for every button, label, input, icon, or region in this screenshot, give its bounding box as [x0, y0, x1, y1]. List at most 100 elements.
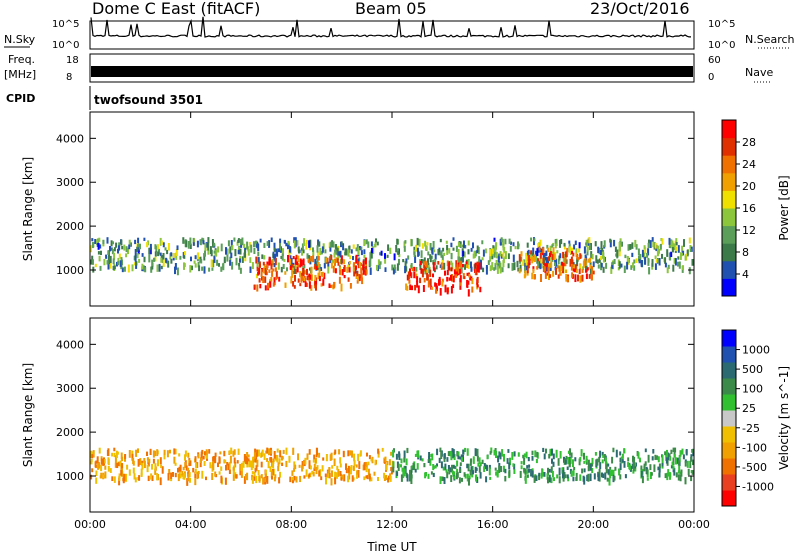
power-cell — [691, 259, 694, 266]
velocity-cell — [392, 463, 395, 469]
velocity-cell — [611, 456, 614, 464]
velocity-cell — [623, 448, 626, 454]
velocity-cell — [160, 464, 163, 469]
power-cell — [455, 267, 458, 272]
velocity-colorbar-tick-label: 25 — [742, 402, 756, 415]
power-cell — [249, 257, 252, 263]
power-cell — [292, 256, 295, 260]
power-cell — [249, 266, 252, 273]
velocity-cell — [643, 465, 646, 472]
power-cell — [211, 239, 214, 244]
velocity-cell — [639, 459, 641, 463]
power-cell — [398, 254, 401, 258]
velocity-frame — [89, 317, 695, 513]
power-cell — [277, 262, 280, 270]
velocity-cell — [272, 462, 275, 469]
power-cell — [456, 264, 459, 270]
power-cell — [156, 264, 159, 272]
power-colorbar-swatch — [722, 225, 736, 244]
velocity-cell — [602, 473, 605, 479]
power-cell — [420, 250, 423, 258]
velocity-cell — [658, 466, 661, 473]
velocity-cell — [343, 474, 346, 482]
power-cell — [575, 268, 578, 273]
velocity-cell — [118, 475, 121, 482]
power-cell — [633, 265, 636, 271]
power-heatmap — [90, 237, 694, 297]
velocity-cell — [291, 477, 294, 484]
power-cell — [109, 263, 112, 269]
power-cell — [467, 289, 470, 297]
velocity-cell — [355, 464, 358, 468]
velocity-cell — [185, 465, 188, 471]
power-cell — [182, 252, 185, 259]
velocity-cell — [187, 473, 190, 482]
velocity-cell — [347, 465, 350, 474]
velocity-cell — [247, 458, 250, 462]
power-cell — [117, 248, 119, 254]
power-cell — [165, 257, 168, 263]
velocity-cell — [91, 451, 94, 455]
power-cell — [507, 253, 510, 260]
power-cell — [545, 258, 548, 262]
velocity-cell — [266, 476, 269, 484]
velocity-cell — [596, 458, 599, 466]
power-cell — [162, 255, 164, 263]
power-cell — [499, 266, 502, 274]
power-cell — [565, 273, 568, 279]
power-cell — [315, 277, 318, 286]
power-cell — [121, 246, 124, 250]
power-cell — [446, 244, 449, 251]
power-cell — [540, 274, 542, 282]
power-cell — [278, 248, 280, 253]
power-cell — [651, 259, 654, 267]
velocity-cell — [366, 452, 368, 457]
power-cell — [201, 237, 204, 242]
power-cell — [317, 262, 320, 268]
velocity-cell — [94, 461, 97, 468]
power-cell — [182, 237, 185, 244]
power-cell — [500, 254, 503, 259]
velocity-cell — [192, 467, 195, 473]
power-colorbar-swatch — [722, 155, 736, 174]
velocity-cell — [452, 464, 455, 469]
velocity-cell — [527, 457, 530, 462]
velocity-cell — [459, 462, 462, 466]
power-cell — [289, 258, 292, 265]
velocity-cell — [168, 469, 171, 475]
power-cell — [271, 270, 274, 277]
power-cell — [360, 246, 363, 251]
power-cell — [273, 263, 276, 268]
power-cell — [289, 265, 292, 271]
velocity-cell — [111, 452, 114, 457]
velocity-cell — [634, 462, 636, 467]
velocity-cell — [205, 449, 208, 456]
y-tick-label: 3000 — [56, 382, 84, 395]
power-cell — [504, 251, 507, 260]
power-cell — [476, 276, 479, 284]
velocity-cell — [587, 459, 590, 468]
velocity-cell — [256, 459, 259, 467]
velocity-cell — [260, 461, 263, 468]
power-cell — [355, 247, 358, 252]
velocity-cell — [167, 473, 170, 481]
power-cell — [239, 248, 242, 255]
velocity-cell — [390, 451, 393, 456]
velocity-cell — [320, 476, 323, 481]
power-cell — [286, 267, 288, 272]
power-cell — [520, 251, 523, 257]
power-cell — [489, 249, 492, 257]
velocity-cell — [601, 459, 604, 464]
velocity-cell — [163, 449, 166, 455]
velocity-cell — [329, 454, 332, 461]
power-cell — [317, 239, 320, 247]
power-cell — [128, 244, 131, 250]
velocity-cell — [463, 472, 466, 477]
velocity-cell — [134, 477, 137, 483]
power-cell — [159, 237, 162, 246]
velocity-cell — [400, 458, 403, 464]
power-cell — [600, 255, 603, 260]
velocity-cell — [409, 469, 411, 478]
power-cell — [495, 242, 497, 250]
velocity-cell — [498, 451, 501, 458]
